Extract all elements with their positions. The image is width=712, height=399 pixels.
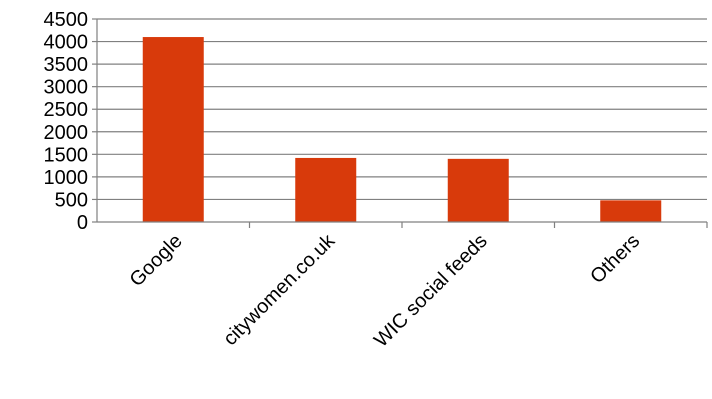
- y-tick-label: 1000: [44, 167, 89, 189]
- bar-google: [142, 37, 204, 222]
- x-tick-label: Google: [126, 230, 187, 291]
- x-tick-label: citywomen.co.uk: [219, 229, 340, 350]
- bar-others: [600, 200, 662, 222]
- y-tick-label: 1500: [44, 144, 89, 166]
- y-tick-label: 3000: [44, 77, 89, 99]
- y-tick-label: 4500: [44, 9, 89, 31]
- y-tick-label: 0: [77, 212, 88, 234]
- y-tick-label: 2500: [44, 99, 89, 121]
- x-tick-label: WIC social feeds: [370, 230, 492, 352]
- x-tick-labels: Google citywomen.co.uk WIC social feeds Oth…: [126, 229, 645, 351]
- bars: [142, 37, 662, 222]
- bar-wic-social-feeds: [447, 158, 509, 222]
- y-tick-label: 3500: [44, 54, 89, 76]
- y-tick-label: 500: [55, 189, 88, 211]
- y-tick-label: 2000: [44, 122, 89, 144]
- x-tick-label: Others: [586, 230, 644, 288]
- bar-citywomen-co-uk: [295, 157, 357, 222]
- y-tick-label: 4000: [44, 32, 89, 54]
- axes: [92, 18, 708, 228]
